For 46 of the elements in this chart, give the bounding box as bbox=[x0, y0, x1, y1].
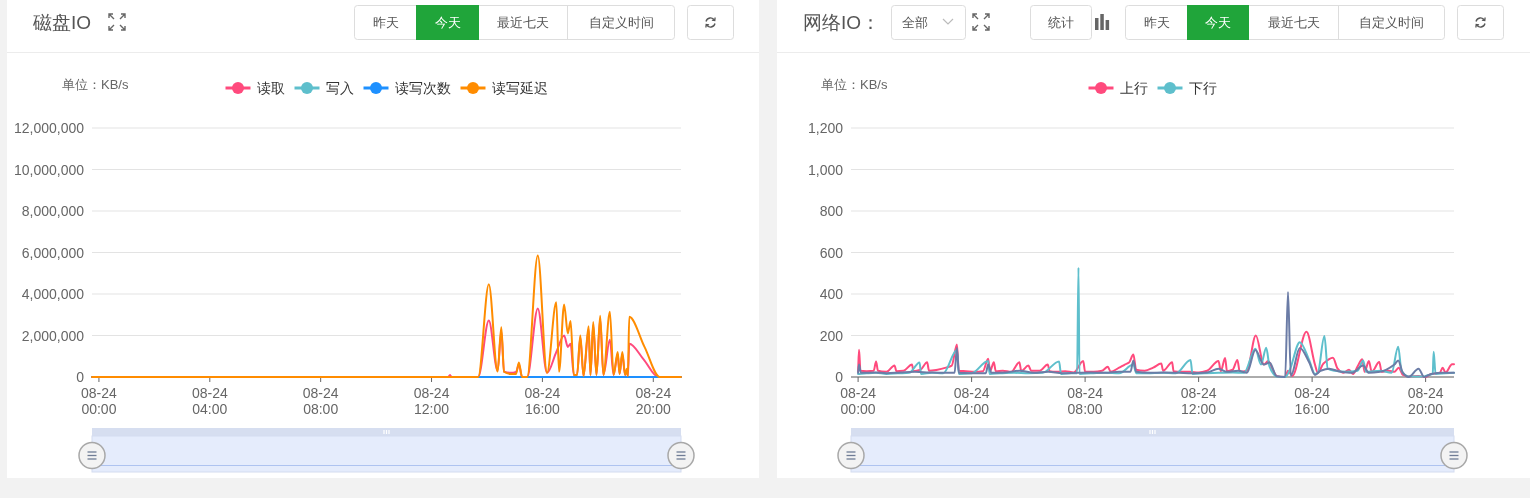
x-tick-label: 08-24 08:00 bbox=[1067, 385, 1104, 417]
x-tick-label: 08-24 00:00 bbox=[840, 385, 877, 417]
x-tick-label: 08-24 12:00 bbox=[1180, 385, 1217, 417]
y-tick-label: 2,000,000 bbox=[21, 327, 85, 344]
y-tick-label: 200 bbox=[819, 327, 844, 344]
text: 全部 bbox=[902, 15, 928, 30]
text: 昨天 bbox=[372, 15, 399, 30]
x-tick-label: 08-24 00:00 bbox=[81, 385, 118, 417]
text: 昨天 bbox=[1143, 15, 1170, 30]
y-tick-label: 4,000,000 bbox=[21, 286, 85, 302]
text: 今天 bbox=[434, 15, 461, 30]
legend-label: 下行 bbox=[1188, 80, 1217, 96]
text: 最近七天 bbox=[1267, 15, 1320, 30]
y-axis-title: 单位：KB/s bbox=[62, 77, 129, 92]
x-tick-label: 08-24 20:00 bbox=[635, 385, 672, 417]
x-tick-label: 08-24 16:00 bbox=[1294, 385, 1331, 417]
x-tick-label: 08-24 08:00 bbox=[302, 385, 339, 417]
x-tick-label: 08-24 16:00 bbox=[524, 385, 561, 417]
legend-label: 读写延迟 bbox=[491, 80, 548, 96]
legend-label: 读写次数 bbox=[394, 80, 451, 96]
y-tick-label: 1,200 bbox=[807, 120, 844, 136]
x-tick-label: 08-24 04:00 bbox=[191, 385, 228, 417]
legend-label: 读取 bbox=[256, 80, 285, 96]
text: 自定义时间 bbox=[1359, 15, 1424, 30]
text: 统计 bbox=[1048, 15, 1074, 30]
y-tick-label: 800 bbox=[819, 203, 844, 219]
text: 自定义时间 bbox=[588, 15, 654, 30]
y-tick-label: 6,000,000 bbox=[21, 244, 85, 261]
y-axis-title: 单位：KB/s bbox=[821, 77, 888, 92]
chart-title: 磁盘IO bbox=[32, 12, 92, 33]
y-tick-label: 0 bbox=[76, 369, 85, 385]
y-tick-label: 1,000 bbox=[807, 161, 844, 178]
y-tick-label: 400 bbox=[819, 286, 844, 302]
legend-label: 写入 bbox=[325, 80, 354, 96]
y-tick-label: 10,000,000 bbox=[13, 161, 85, 178]
y-tick-label: 12,000,000 bbox=[13, 120, 85, 136]
y-tick-label: 8,000,000 bbox=[21, 203, 85, 219]
y-tick-label: 0 bbox=[835, 369, 844, 385]
chart-title: 网络IO： bbox=[803, 12, 881, 33]
x-tick-label: 08-24 20:00 bbox=[1407, 385, 1444, 417]
y-tick-label: 600 bbox=[819, 244, 844, 261]
x-tick-label: 08-24 12:00 bbox=[413, 385, 450, 417]
x-tick-label: 08-24 04:00 bbox=[953, 385, 990, 417]
legend-label: 上行 bbox=[1119, 80, 1148, 96]
text: 今天 bbox=[1205, 15, 1231, 30]
text: 最近七天 bbox=[497, 15, 549, 30]
